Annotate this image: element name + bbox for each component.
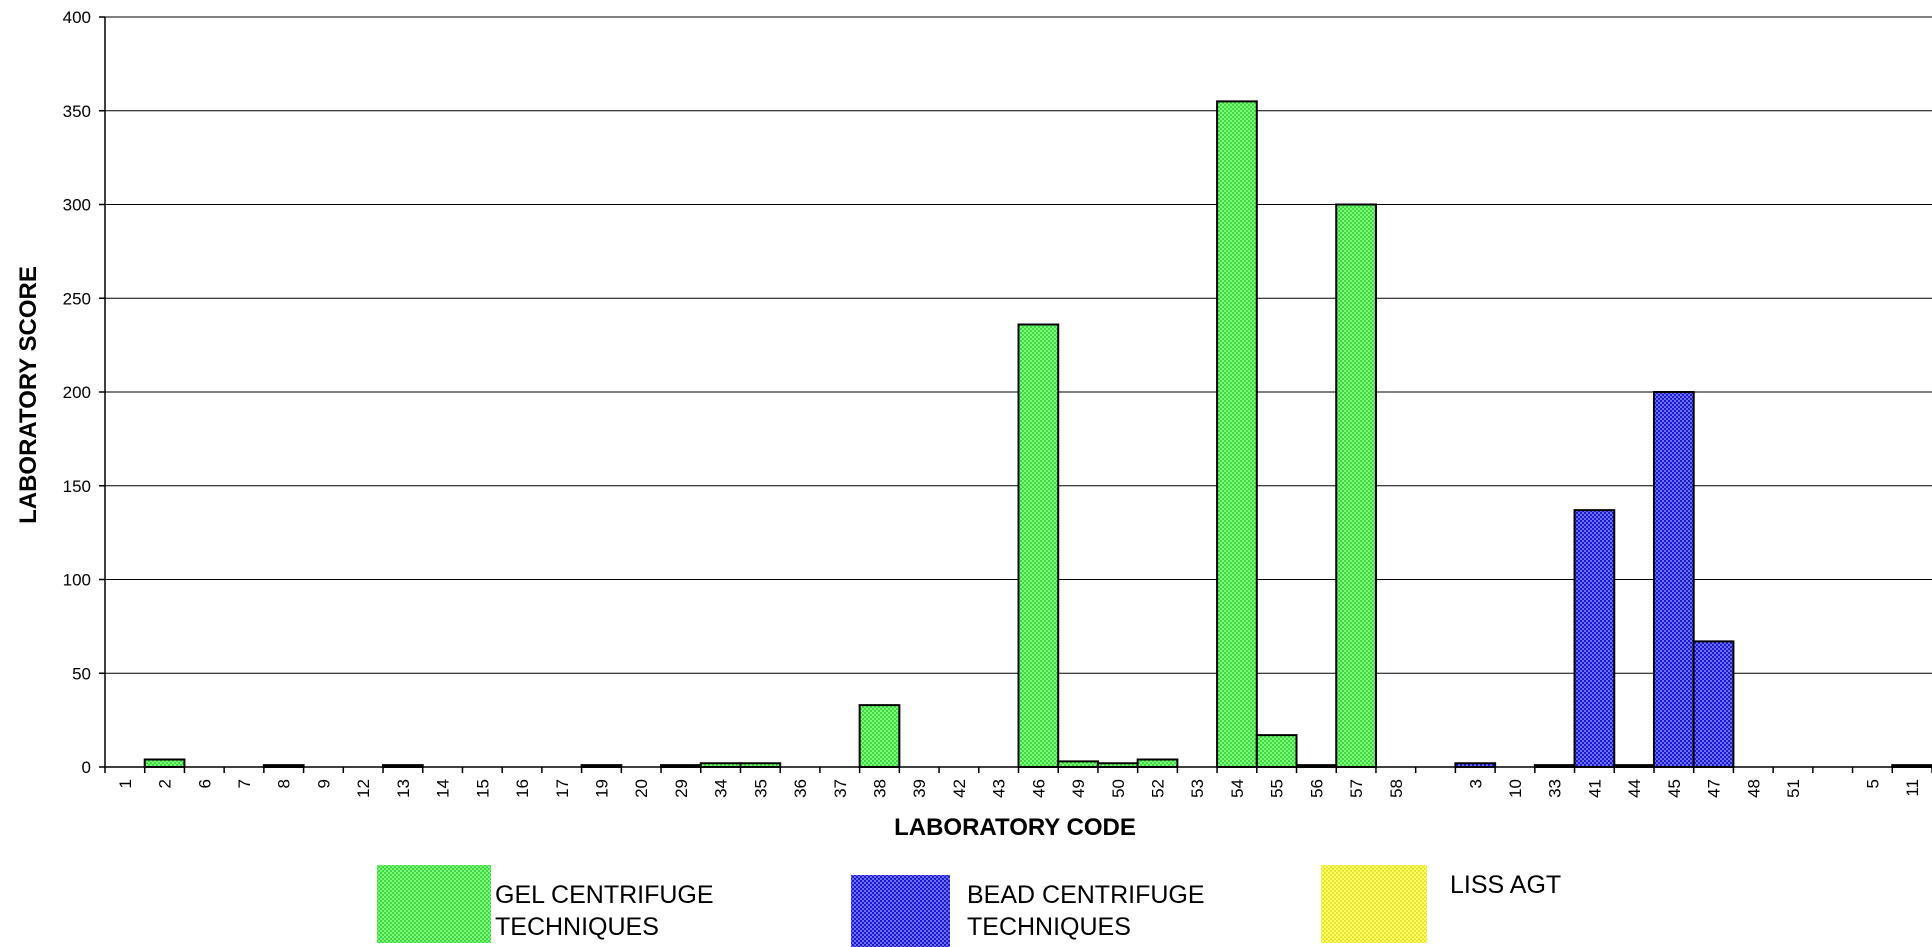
- x-tick-label: 17: [553, 779, 572, 798]
- x-tick-label: 45: [1665, 779, 1684, 798]
- y-tick-label: 400: [63, 8, 91, 27]
- x-tick-label: 42: [950, 779, 969, 798]
- bar: [1573, 509, 1616, 768]
- x-tick-labels: 1 2 6 7 8 9 12 13 14 15 16 17 19 20 29 34 35 36 37 38 39 42 43…: [116, 779, 1922, 798]
- x-tick-label: 46: [1029, 779, 1048, 798]
- x-tick-label: 50: [1109, 779, 1128, 798]
- x-tick-label: 41: [1585, 779, 1604, 798]
- y-tick-label: 150: [63, 477, 91, 496]
- y-tick-label: 350: [63, 102, 91, 121]
- legend-swatch-bead: [851, 875, 950, 947]
- y-axis-title: LABORATORY SCORE: [15, 266, 42, 524]
- x-tick-label: 15: [473, 779, 492, 798]
- legend-swatch-liss: [1321, 865, 1427, 943]
- x-tick-label: 55: [1268, 779, 1287, 798]
- x-tick-label: 54: [1228, 779, 1247, 798]
- y-tick-label: 100: [63, 571, 91, 590]
- x-tick-label: 52: [1149, 779, 1168, 798]
- x-tick-label: 35: [751, 779, 770, 798]
- x-tick-label: 3: [1466, 779, 1485, 788]
- y-tick-label: 300: [63, 196, 91, 215]
- y-tick-labels: 0 50 100 150 200 250 300 350 400: [63, 8, 91, 777]
- axes: [99, 16, 1932, 773]
- x-tick-label: 10: [1506, 779, 1525, 798]
- x-tick-label: 12: [354, 779, 373, 798]
- legend-label-liss: LISS AGT: [1450, 871, 1561, 899]
- x-tick-label: 48: [1744, 779, 1763, 798]
- bars: [143, 100, 1932, 768]
- bar: [1057, 760, 1099, 768]
- y-tick-label: 200: [63, 383, 91, 402]
- x-axis-title: LABORATORY CODE: [894, 814, 1136, 841]
- x-tick-label: 43: [990, 779, 1009, 798]
- legend-label-bead: BEAD CENTRIFUGE TECHNIQUES: [967, 881, 1211, 941]
- bar: [1692, 640, 1735, 768]
- x-tick-label: 57: [1347, 779, 1366, 798]
- x-tick-label: 1: [116, 779, 135, 788]
- bar: [143, 758, 186, 768]
- y-tick-label: 250: [63, 289, 91, 308]
- x-tick-label: 47: [1705, 779, 1724, 798]
- x-tick-label: 37: [831, 779, 850, 798]
- x-tick-label: 53: [1188, 779, 1207, 798]
- legend-label-gel: GEL CENTRIFUGE TECHNIQUES: [495, 881, 721, 941]
- bar: [1652, 391, 1695, 768]
- x-tick-label: 9: [314, 779, 333, 788]
- x-tick-label: 20: [632, 779, 651, 798]
- bar: [1335, 203, 1377, 768]
- legend-swatch-gel: [377, 865, 491, 943]
- bar: [1255, 734, 1298, 768]
- x-tick-label: 34: [712, 779, 731, 798]
- x-tick-label: 8: [275, 779, 294, 788]
- bar: [858, 704, 901, 768]
- x-tick-label: 7: [235, 779, 254, 788]
- y-tick-label: 0: [82, 758, 91, 777]
- x-tick-label: 2: [156, 779, 175, 788]
- x-tick-label: 6: [195, 779, 214, 788]
- x-tick-label: 11: [1903, 779, 1922, 797]
- x-tick-label: 33: [1546, 779, 1565, 798]
- legend: GEL CENTRIFUGE TECHNIQUES BEAD CENTRIFUG…: [377, 865, 1561, 947]
- x-tick-label: 13: [394, 779, 413, 798]
- bar: [1017, 323, 1060, 768]
- x-tick-label: 56: [1307, 779, 1326, 798]
- bar: [1136, 758, 1179, 768]
- x-tick-label: 14: [434, 779, 453, 798]
- y-tick-label: 50: [72, 664, 91, 683]
- x-tick-label: 49: [1069, 779, 1088, 798]
- x-tick-label: 19: [592, 779, 611, 798]
- x-tick-label: 58: [1387, 779, 1406, 798]
- x-tick-label: 16: [513, 779, 532, 798]
- bar: [1216, 100, 1258, 768]
- x-tick-label: 5: [1863, 779, 1882, 788]
- x-tick-label: 39: [910, 779, 929, 798]
- x-tick-label: 44: [1625, 779, 1644, 798]
- x-tick-label: 51: [1784, 779, 1803, 798]
- x-tick-label: 36: [791, 779, 810, 798]
- x-tick-label: 29: [672, 779, 691, 798]
- x-tick-label: 38: [870, 779, 889, 798]
